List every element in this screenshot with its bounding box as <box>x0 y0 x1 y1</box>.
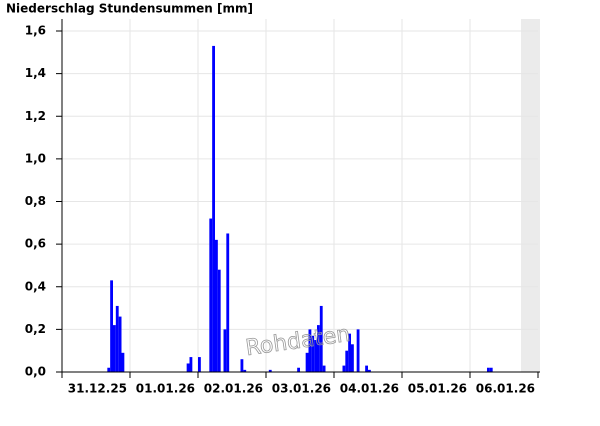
bar <box>110 280 113 372</box>
watermark: Rohdaten <box>244 322 352 361</box>
x-tick-label: 03.01.26 <box>272 382 331 396</box>
bar <box>115 305 119 372</box>
bar <box>226 233 230 372</box>
bar <box>215 239 218 372</box>
y-tick-label: 1,4 <box>25 66 46 80</box>
bar <box>317 325 320 372</box>
bar <box>186 363 190 372</box>
bar <box>319 305 323 372</box>
bar <box>365 365 368 372</box>
bar <box>209 218 213 372</box>
bar <box>351 344 354 372</box>
bar <box>217 269 221 372</box>
x-tick-label: 01.01.26 <box>136 382 195 396</box>
no-data-region <box>521 19 540 372</box>
bar <box>189 357 193 372</box>
y-tick-label: 0,2 <box>25 322 46 336</box>
bar <box>487 367 490 372</box>
x-tick-label: 05.01.26 <box>408 382 467 396</box>
y-tick-label: 0,4 <box>25 279 46 293</box>
bar <box>314 340 317 372</box>
bar <box>268 369 272 372</box>
bar <box>348 333 351 372</box>
bar <box>240 359 244 372</box>
x-tick-label: 06.01.26 <box>476 382 535 396</box>
bar <box>342 365 346 372</box>
chart-title: Niederschlag Stundensummen [mm] <box>6 2 253 16</box>
bar <box>198 357 201 372</box>
x-tick-label: 02.01.26 <box>204 382 263 396</box>
bar <box>305 352 309 372</box>
bar <box>489 367 493 372</box>
bar <box>297 367 300 372</box>
bar <box>212 45 215 372</box>
y-tick-label: 0,8 <box>25 194 46 208</box>
bar <box>118 316 122 372</box>
bar <box>113 325 116 372</box>
bar <box>311 335 315 372</box>
y-tick-label: 0,0 <box>25 365 46 379</box>
y-tick-label: 0,6 <box>25 237 46 251</box>
y-tick-label: 1,2 <box>25 109 46 123</box>
bar <box>345 350 349 372</box>
y-tick-label: 1,0 <box>25 151 46 165</box>
bar <box>107 367 111 372</box>
x-tick-label: 04.01.26 <box>340 382 399 396</box>
bar <box>322 365 326 372</box>
bar <box>121 352 125 372</box>
x-tick-label: 31.12.25 <box>68 382 127 396</box>
bar <box>243 369 247 372</box>
bar <box>356 329 360 372</box>
bar <box>368 369 371 372</box>
bar <box>308 329 312 372</box>
y-tick-label: 1,6 <box>25 24 46 38</box>
bar <box>223 329 227 372</box>
